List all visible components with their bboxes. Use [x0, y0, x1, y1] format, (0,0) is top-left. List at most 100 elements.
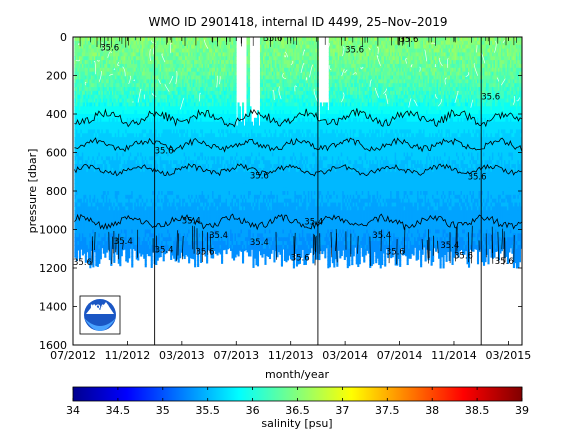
field-cell [116, 229, 119, 234]
field-cell [135, 191, 138, 196]
field-cell [101, 167, 104, 173]
field-cell [105, 198, 108, 204]
field-cell [105, 94, 108, 100]
field-cell [116, 71, 119, 77]
field-cell [147, 171, 150, 177]
field-cell [75, 248, 78, 254]
field-cell [87, 244, 90, 250]
field-cell [131, 144, 134, 150]
field-cell [128, 225, 131, 231]
field-cell [138, 229, 141, 234]
field-cell [90, 79, 93, 84]
field-cell [138, 48, 141, 53]
field-cell [74, 110, 77, 115]
field-cell [101, 106, 104, 111]
field-cell [147, 210, 150, 215]
field-cell [129, 217, 132, 223]
field-cell [137, 137, 140, 142]
field-cell [77, 52, 80, 57]
field-cell [147, 63, 150, 69]
field-cell [149, 102, 152, 107]
field-cell [132, 187, 135, 192]
field-cell [135, 137, 138, 142]
field-cell [128, 198, 131, 204]
field-cell [149, 140, 152, 146]
field-cell [122, 248, 125, 251]
field-cell [129, 175, 132, 181]
field-cell [138, 40, 141, 46]
field-cell [80, 63, 83, 69]
field-cell [140, 160, 143, 165]
field-cell [140, 83, 143, 88]
field-cell [104, 52, 107, 57]
field-cell [108, 210, 111, 215]
field-cell [105, 217, 108, 223]
field-cell [114, 198, 117, 204]
field-cell [102, 214, 105, 219]
field-cell [123, 221, 126, 227]
field-cell [120, 187, 123, 192]
field-cell [132, 44, 135, 50]
field-cell [114, 225, 117, 231]
field-cell [83, 71, 86, 77]
field-cell [131, 264, 134, 268]
field-cell [110, 156, 113, 161]
field-cell [84, 48, 87, 53]
field-cell [138, 148, 141, 154]
field-cell [147, 164, 150, 169]
field-cell [81, 152, 84, 157]
field-cell [135, 167, 138, 173]
field-cell [123, 140, 126, 146]
field-cell [122, 183, 125, 188]
field-cell [141, 102, 144, 107]
field-cell [132, 160, 135, 165]
field-cell [90, 148, 93, 154]
field-cell [105, 148, 108, 154]
field-cell [131, 71, 134, 77]
field-cell [110, 248, 113, 254]
field-cell [135, 60, 138, 65]
field-cell [98, 229, 101, 234]
field-cell [146, 83, 149, 88]
field-cell [98, 202, 101, 207]
field-cell [78, 256, 81, 259]
field-cell [135, 140, 138, 146]
field-cell [141, 187, 144, 192]
field-cell [128, 56, 131, 61]
field-cell [74, 117, 77, 123]
field-cell [80, 48, 83, 53]
field-cell [113, 191, 116, 196]
field-cell [99, 191, 102, 196]
field-cell [77, 110, 80, 115]
field-cell [101, 125, 104, 130]
field-cell [101, 63, 104, 69]
field-cell [141, 114, 144, 119]
field-cell [110, 214, 113, 219]
field-cell [129, 148, 132, 154]
field-cell [147, 252, 150, 257]
field-cell [75, 44, 78, 50]
field-cell [120, 137, 123, 142]
field-cell [138, 144, 141, 150]
field-cell [81, 156, 84, 161]
field-cell [138, 87, 141, 92]
field-cell [143, 225, 146, 231]
field-cell [122, 156, 125, 161]
field-cell [134, 133, 137, 138]
field-cell [120, 233, 123, 238]
field-cell [117, 83, 120, 88]
field-cell [120, 167, 123, 173]
field-cell [111, 233, 114, 238]
field-cell [134, 140, 137, 146]
field-cell [80, 125, 83, 130]
field-cell [101, 202, 104, 207]
field-cell [101, 191, 104, 196]
field-cell [126, 102, 129, 107]
field-cell [101, 210, 104, 215]
field-cell [117, 52, 120, 57]
field-cell [128, 48, 131, 53]
field-cell [81, 179, 84, 184]
field-cell [123, 214, 126, 219]
field-cell [81, 194, 84, 200]
field-cell [114, 106, 117, 111]
